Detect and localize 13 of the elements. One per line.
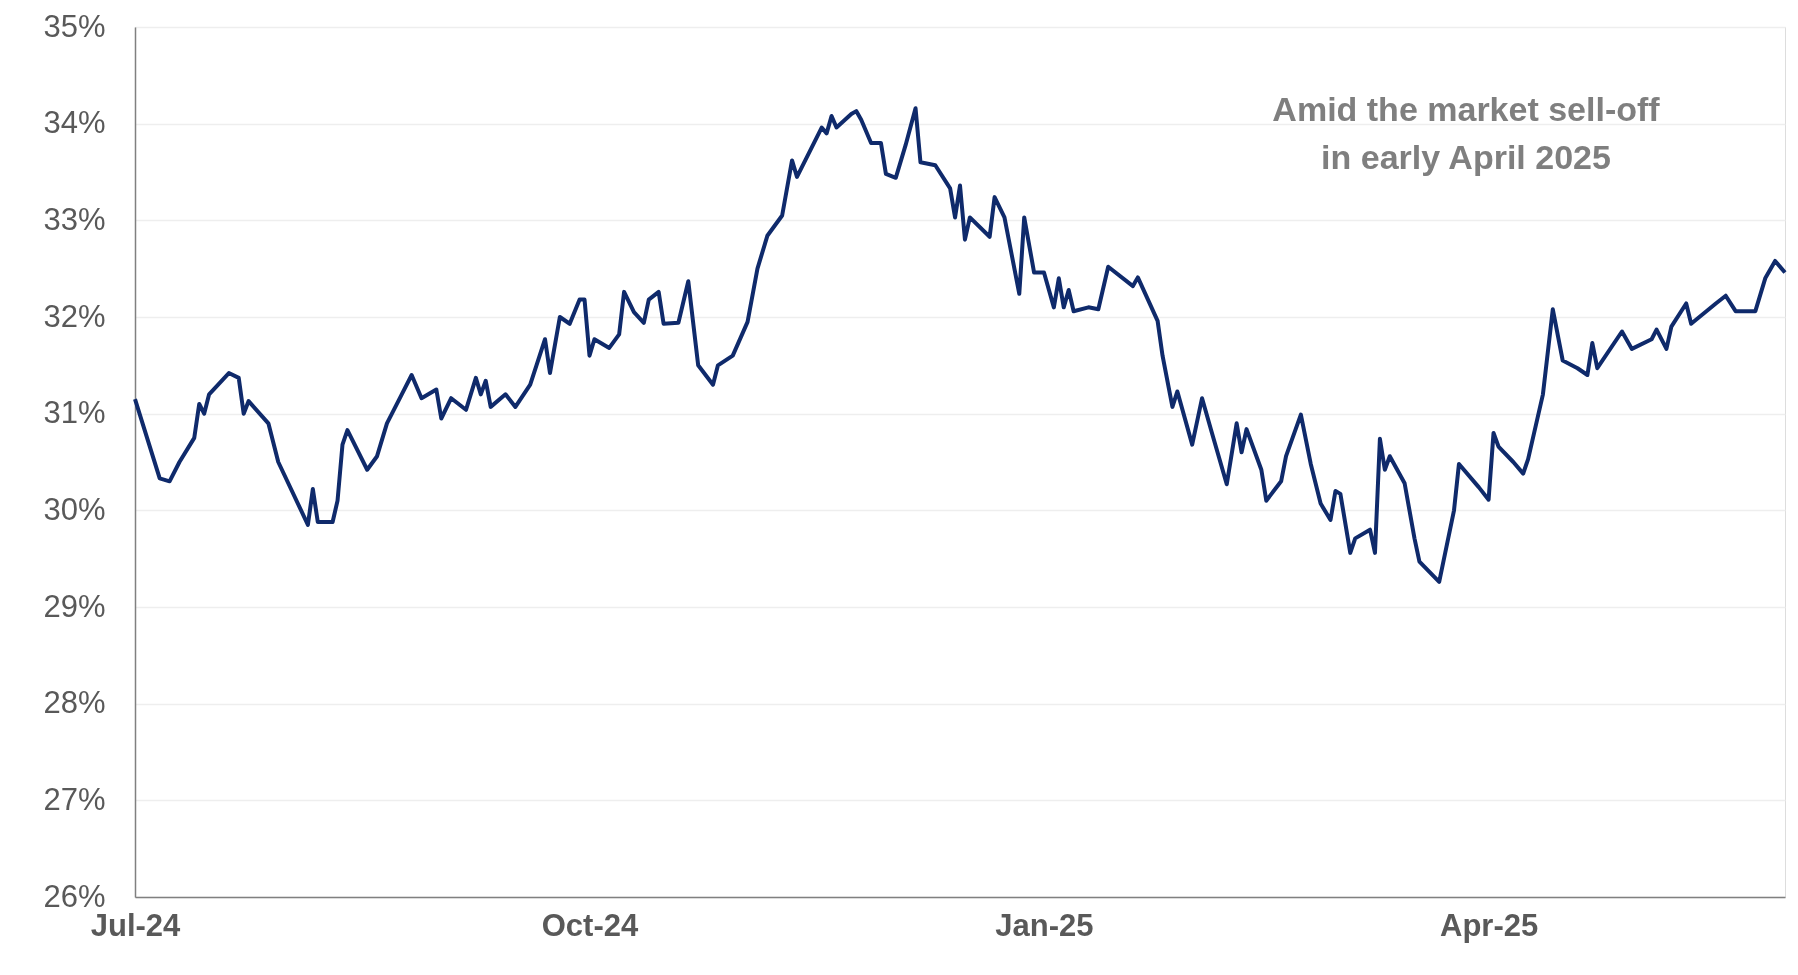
y-tick-label: 30% bbox=[43, 491, 106, 527]
x-tick-label: Jan-25 bbox=[995, 907, 1094, 943]
x-tick-label: Apr-25 bbox=[1439, 907, 1539, 943]
y-tick-label: 29% bbox=[43, 588, 106, 624]
x-tick-label: Oct-24 bbox=[541, 907, 639, 943]
y-tick-label: 28% bbox=[43, 685, 106, 721]
y-tick-label: 34% bbox=[43, 105, 106, 141]
y-tick-label: 31% bbox=[43, 395, 106, 431]
y-tick-label: 32% bbox=[43, 298, 106, 334]
annotation: Amid the market sell-off in early April 2025 bbox=[1272, 90, 1661, 176]
y-tick-label: 35% bbox=[43, 8, 106, 44]
y-tick-label: 33% bbox=[43, 201, 106, 237]
y-tick-label: 27% bbox=[43, 781, 106, 817]
